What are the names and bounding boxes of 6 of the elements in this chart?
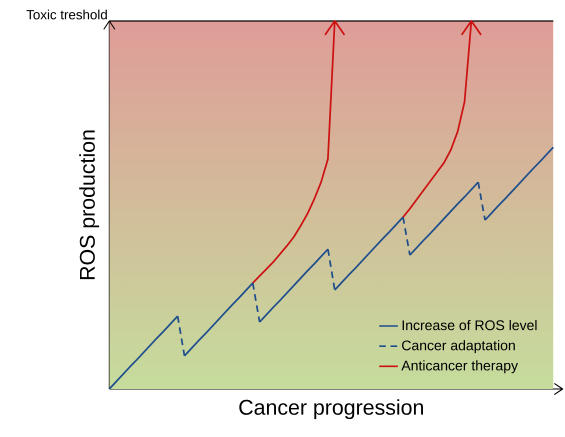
legend-label: Increase of ROS level bbox=[402, 320, 537, 330]
legend-label: Anticancer therapy bbox=[401, 360, 518, 374]
x-axis-title: Cancer progression bbox=[239, 399, 423, 420]
ref-line-label: Toxic treshold bbox=[26, 10, 107, 20]
y-axis-title: ROS production bbox=[79, 130, 100, 280]
legend-label: Cancer adaptation bbox=[402, 340, 515, 354]
